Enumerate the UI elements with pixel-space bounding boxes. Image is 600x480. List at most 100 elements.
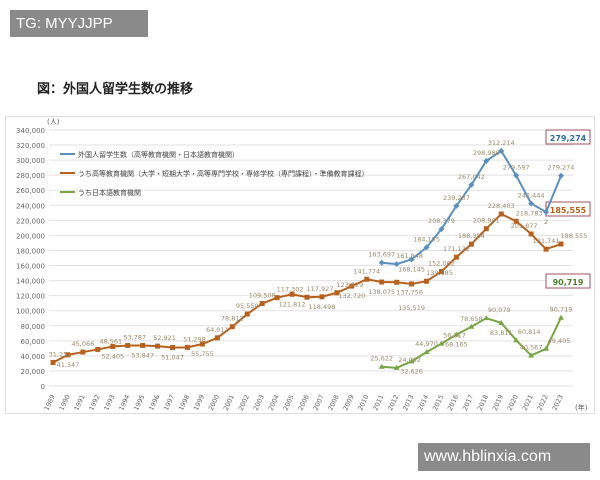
data-point <box>259 301 265 307</box>
data-point <box>453 331 460 337</box>
data-point <box>558 172 564 179</box>
x-axis-unit: (年) <box>575 403 588 412</box>
y-tick-label: 140,000 <box>16 278 45 286</box>
data-label: 117,302 <box>277 286 304 294</box>
data-point <box>140 342 146 348</box>
data-point <box>408 358 415 364</box>
data-point <box>170 345 176 351</box>
x-tick-label: 2003 <box>252 393 266 411</box>
data-label: 24,092 <box>398 356 421 364</box>
data-label: 60,814 <box>518 328 541 336</box>
x-tick-label: 2023 <box>551 393 565 411</box>
data-label: 163,697 <box>368 251 395 259</box>
data-point <box>498 147 505 154</box>
data-point <box>199 341 205 347</box>
data-point <box>409 281 415 287</box>
line-chart: 0 20,000 40,000 60,000 80,000 100,000 120,000 1… <box>5 116 595 414</box>
watermark-top: TG: MYYJJPP <box>10 10 148 37</box>
data-point <box>408 256 415 263</box>
data-point <box>528 200 535 207</box>
x-tick-label: 1993 <box>102 393 116 411</box>
data-point <box>319 294 325 300</box>
data-point <box>125 343 131 349</box>
data-label: 56,317 <box>443 332 466 340</box>
data-point <box>274 295 280 301</box>
data-label: 139,185 <box>426 269 453 277</box>
data-label: 239,287 <box>443 194 470 202</box>
data-point <box>543 246 549 252</box>
data-label: 117,927 <box>307 285 334 293</box>
y-tick-label: 300,000 <box>16 157 45 165</box>
y-tick-label: 260,000 <box>16 187 45 195</box>
data-point <box>453 202 460 209</box>
legend-label: うち日本語教育機関 <box>78 188 141 197</box>
data-label: 78,812 <box>221 315 244 323</box>
x-tick-label: 1992 <box>87 393 101 411</box>
data-point <box>498 211 504 217</box>
data-label: 298,980 <box>473 149 500 157</box>
x-tick-label: 2000 <box>207 393 221 411</box>
data-label: 48,561 <box>99 337 122 345</box>
y-tick-label: 160,000 <box>16 263 45 271</box>
y-tick-label: 340,000 <box>16 127 45 135</box>
data-label: 45,066 <box>72 340 95 348</box>
data-point <box>304 294 310 300</box>
data-label: 279,597 <box>503 163 530 171</box>
data-label: 123,829 <box>336 281 363 289</box>
x-tick-label: 1998 <box>177 393 191 411</box>
data-label: 55,755 <box>191 350 214 358</box>
data-point <box>393 261 400 268</box>
data-point <box>50 359 56 365</box>
data-point <box>364 276 370 282</box>
data-label: 168,145 <box>398 265 425 273</box>
data-point <box>498 319 505 325</box>
x-tick-label: 1999 <box>192 393 206 411</box>
data-label: 208,901 <box>473 217 500 225</box>
data-point <box>438 269 444 275</box>
data-label: 95,550 <box>236 302 259 310</box>
y-tick-label: 240,000 <box>16 202 45 210</box>
data-point <box>424 278 430 284</box>
data-label: 279,274 <box>548 164 575 172</box>
data-label: 53,847 <box>131 351 154 359</box>
data-label: 31,251 <box>49 350 72 358</box>
data-point <box>229 324 235 330</box>
data-label: 51,298 <box>183 335 206 343</box>
data-point <box>155 343 161 349</box>
y-tick-label: 80,000 <box>21 323 46 331</box>
data-label: 171,122 <box>443 245 470 253</box>
x-tick-label: 2002 <box>237 393 251 411</box>
data-point <box>513 337 520 343</box>
data-label: 184,155 <box>413 235 440 243</box>
data-label: 51,047 <box>161 354 184 362</box>
data-point <box>483 157 490 164</box>
series-line <box>381 149 562 266</box>
data-point <box>65 352 71 358</box>
data-label: 132,720 <box>338 292 365 300</box>
x-tick-label: 2019 <box>491 393 505 411</box>
data-point <box>184 344 190 350</box>
data-label: 242,444 <box>518 191 545 199</box>
data-label: 41,347 <box>57 361 80 369</box>
x-tick-label: 2008 <box>326 393 340 411</box>
x-tick-label: 1991 <box>72 393 86 411</box>
x-tick-label: 2014 <box>416 393 430 411</box>
data-label: 40,567 <box>520 343 543 351</box>
x-tick-label: 2022 <box>536 393 550 411</box>
data-point <box>513 218 519 224</box>
x-tick-label: 2004 <box>267 393 281 411</box>
legend-label: 外国人留学生数（高等教育機関・日本語教育機関） <box>78 150 239 159</box>
x-tick-label: 1994 <box>117 393 131 411</box>
x-tick-label: 2016 <box>446 393 460 411</box>
x-tick-label: 2013 <box>401 393 415 411</box>
callout-value: 279,274 <box>550 134 587 143</box>
data-label: 188,555 <box>561 232 588 240</box>
data-point <box>394 279 400 285</box>
data-label: 64,011 <box>206 326 229 334</box>
data-label: 161,848 <box>396 252 423 260</box>
data-label: 312,214 <box>488 139 515 147</box>
chart-title: 図：外国人留学生数の推移 <box>37 82 194 97</box>
data-point <box>378 259 385 266</box>
data-label: 90,719 <box>550 306 573 314</box>
x-tick-label: 2011 <box>371 393 385 411</box>
